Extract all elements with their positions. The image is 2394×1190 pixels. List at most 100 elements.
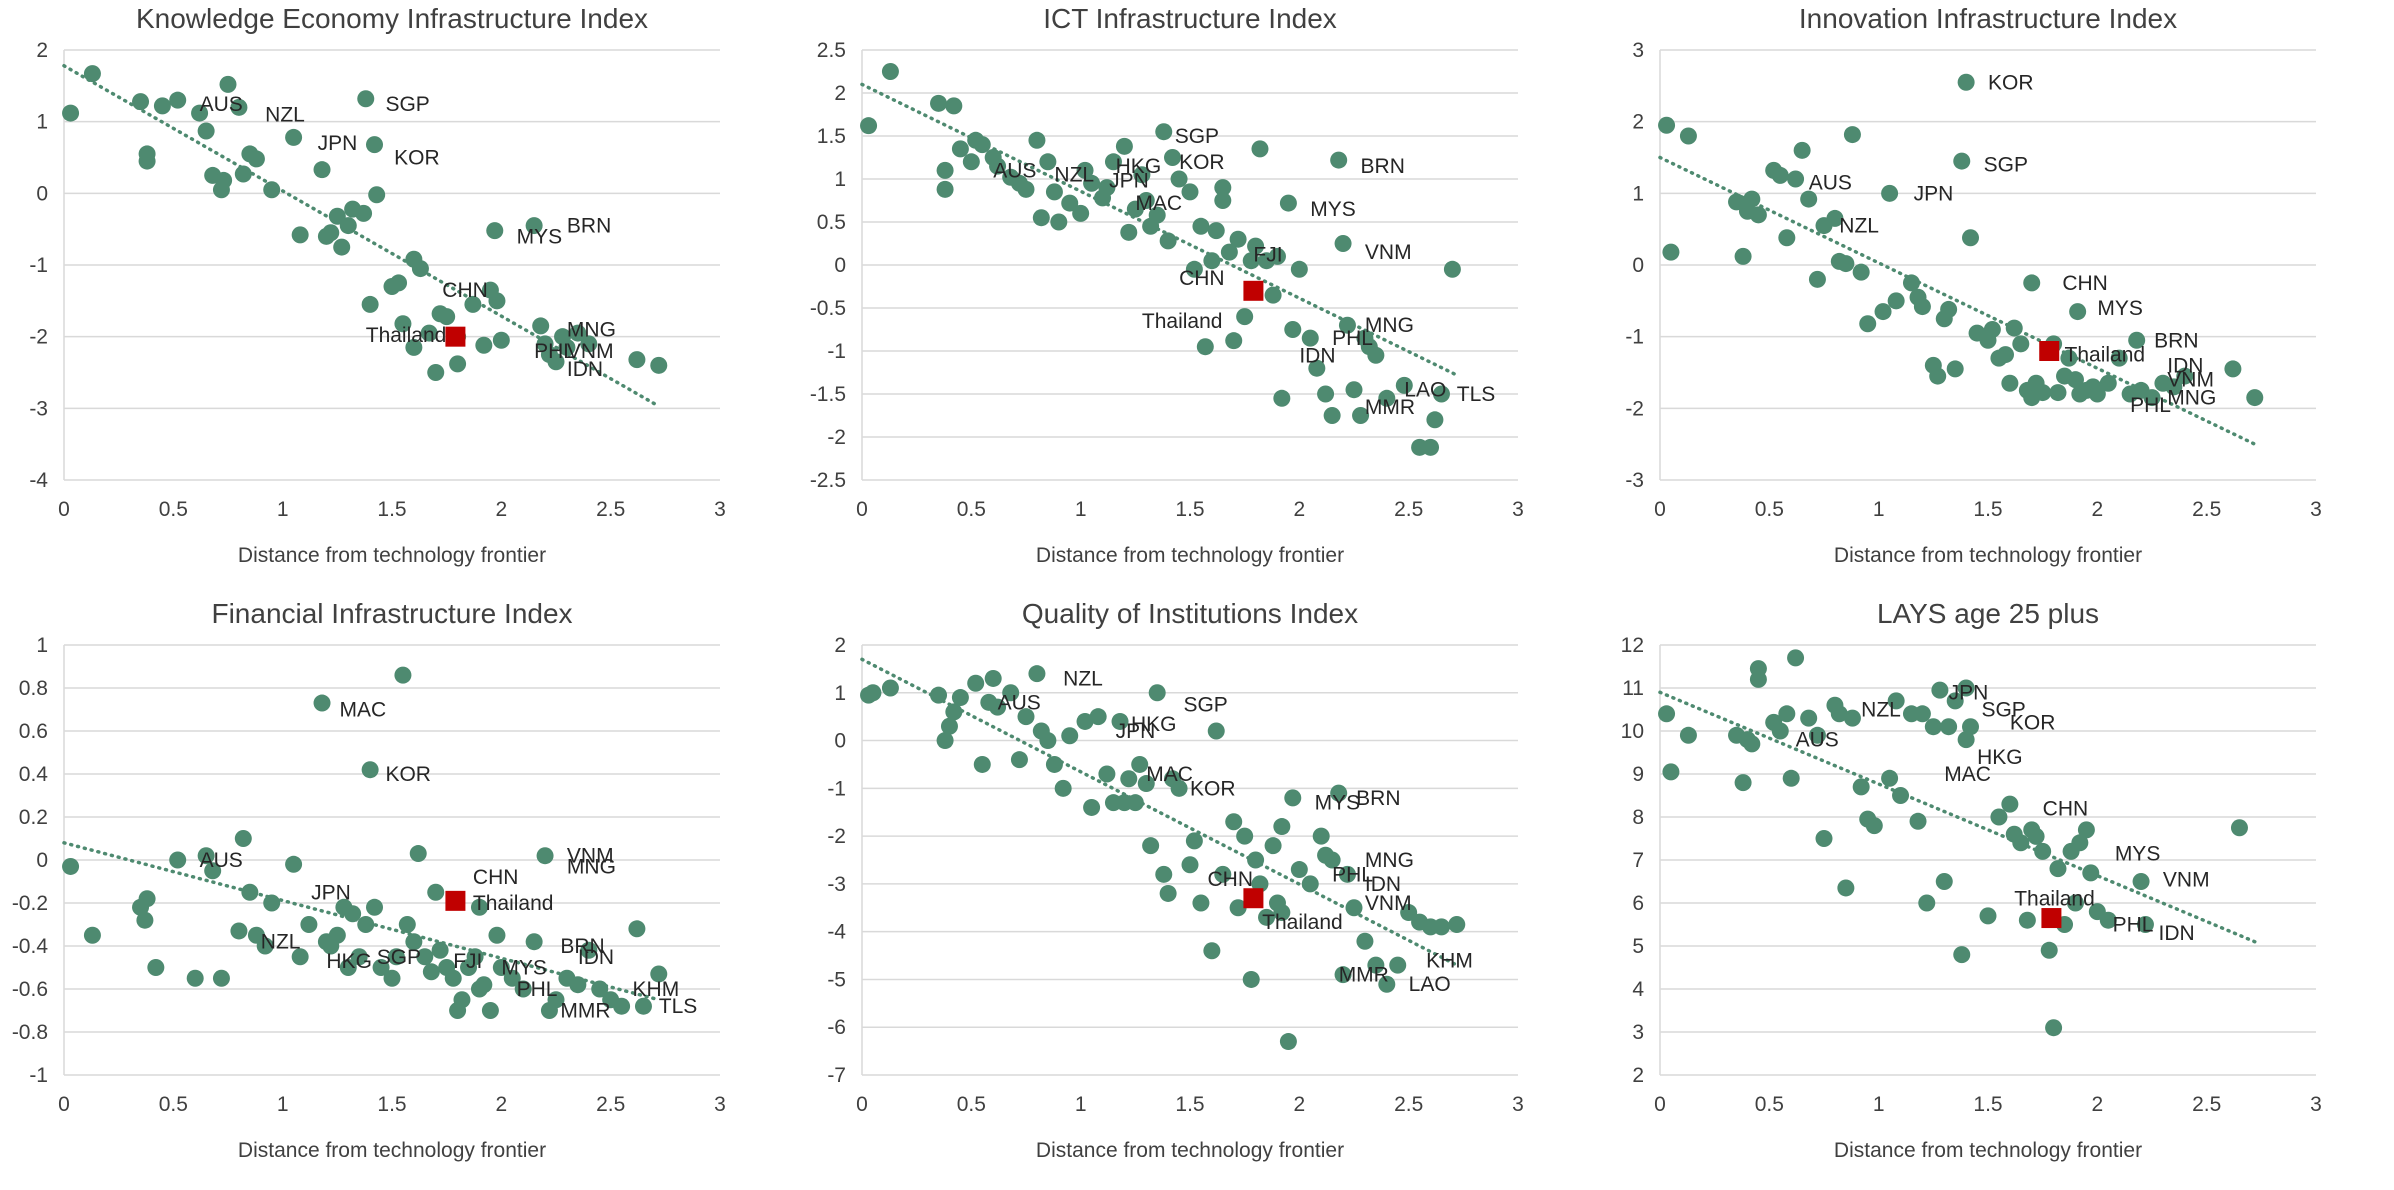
- data-point: [1159, 232, 1177, 250]
- point-label: LAO: [1409, 973, 1451, 996]
- point-label: IDN: [2167, 354, 2203, 377]
- data-point: [1852, 263, 1870, 281]
- point-label: AUS: [200, 93, 243, 116]
- data-point: [1400, 904, 1418, 922]
- y-tick-label: 1: [36, 111, 48, 134]
- data-point: [1301, 875, 1319, 893]
- data-point: [1367, 956, 1385, 974]
- data-point: [860, 117, 878, 135]
- point-label: PHL: [2113, 914, 2154, 937]
- x-tick-label: 2.5: [2192, 498, 2221, 521]
- data-point: [1658, 705, 1676, 723]
- data-point: [1334, 235, 1352, 252]
- point-label: SGP: [1183, 694, 1227, 717]
- point-label: KHM: [633, 978, 680, 1001]
- data-point: [1865, 817, 1883, 835]
- data-point: [1859, 315, 1877, 333]
- data-point: [1028, 131, 1046, 149]
- data-point: [1032, 209, 1050, 227]
- data-point: [2246, 389, 2264, 407]
- point-label: Thailand: [2065, 344, 2146, 367]
- data-point: [613, 997, 631, 1015]
- data-point: [2143, 389, 2161, 407]
- y-tick-label: 0: [1632, 254, 1644, 277]
- data-point: [453, 991, 471, 1009]
- data-point: [1787, 170, 1805, 188]
- data-point: [486, 222, 504, 240]
- data-point: [1225, 813, 1243, 831]
- data-point: [83, 65, 101, 83]
- point-label: Thailand: [1142, 310, 1223, 333]
- data-point: [300, 916, 318, 933]
- data-point: [313, 161, 331, 179]
- data-point: [470, 898, 488, 916]
- data-point: [936, 161, 954, 179]
- point-label: AUS: [1796, 729, 1839, 752]
- data-point: [1284, 789, 1302, 807]
- data-point: [1743, 190, 1761, 208]
- chart-panel-financial: Financial Infrastructure Index -1 -0.8 -0.6…: [0, 595, 798, 1190]
- y-tick-label: -3: [29, 397, 48, 420]
- data-point: [1778, 705, 1796, 723]
- y-tick-label: 5: [1632, 935, 1644, 958]
- point-label: MAC: [1146, 763, 1193, 786]
- data-point: [1909, 812, 1927, 830]
- x-tick-label: 0.5: [957, 498, 986, 521]
- data-point: [1279, 1033, 1297, 1051]
- y-tick-label: 0.2: [19, 806, 48, 829]
- data-point: [1002, 684, 1020, 702]
- data-point: [1214, 865, 1232, 883]
- data-point: [1028, 665, 1046, 683]
- data-point: [1749, 206, 1767, 224]
- data-point: [547, 991, 565, 1009]
- data-point: [1378, 975, 1396, 993]
- x-tick-label: 1.5: [1973, 498, 2002, 521]
- data-point: [1159, 884, 1177, 902]
- data-point: [1045, 183, 1063, 201]
- data-point: [333, 238, 351, 256]
- point-label: Thailand: [2014, 888, 2095, 911]
- data-point: [1098, 179, 1116, 197]
- data-point: [1203, 252, 1221, 270]
- data-point: [1830, 705, 1848, 723]
- data-point: [1072, 204, 1090, 222]
- x-tick-label: 3: [2310, 1093, 2322, 1116]
- x-tick-label: 1.5: [1175, 1093, 1204, 1116]
- data-point: [973, 136, 991, 154]
- data-point: [1137, 192, 1155, 209]
- data-point: [1142, 837, 1160, 855]
- data-point: [1076, 161, 1094, 179]
- data-point: [1881, 769, 1899, 787]
- data-point: [569, 976, 587, 994]
- data-point: [1734, 247, 1752, 265]
- data-point: [1323, 851, 1341, 869]
- data-point: [1771, 722, 1789, 740]
- data-point: [1345, 381, 1363, 399]
- data-point: [383, 969, 401, 987]
- y-tick-label: -4: [827, 921, 846, 944]
- data-point: [1946, 360, 1964, 378]
- data-point: [234, 830, 252, 847]
- data-point: [212, 969, 230, 987]
- point-label: PHL: [2130, 394, 2171, 417]
- highlight-point-thailand: [1243, 280, 1264, 301]
- data-point: [1170, 170, 1188, 188]
- data-point: [62, 857, 80, 875]
- data-point: [464, 295, 482, 313]
- data-point: [962, 153, 980, 171]
- point-label: JPN: [318, 132, 358, 155]
- data-point: [1443, 260, 1461, 278]
- y-tick-label: -1: [1625, 326, 1644, 349]
- data-point: [1290, 260, 1308, 278]
- data-point: [153, 97, 171, 115]
- x-axis-label: Distance from technology frontier: [1834, 544, 2142, 567]
- x-axis-label: Distance from technology frontier: [1834, 1139, 2142, 1162]
- point-label: HKG: [1116, 155, 1162, 178]
- point-label: CHN: [1207, 868, 1253, 891]
- data-point: [62, 104, 80, 122]
- data-point: [1017, 708, 1035, 726]
- data-point: [339, 959, 357, 976]
- data-point: [1185, 832, 1203, 850]
- data-point: [475, 336, 493, 354]
- data-point: [1924, 718, 1942, 736]
